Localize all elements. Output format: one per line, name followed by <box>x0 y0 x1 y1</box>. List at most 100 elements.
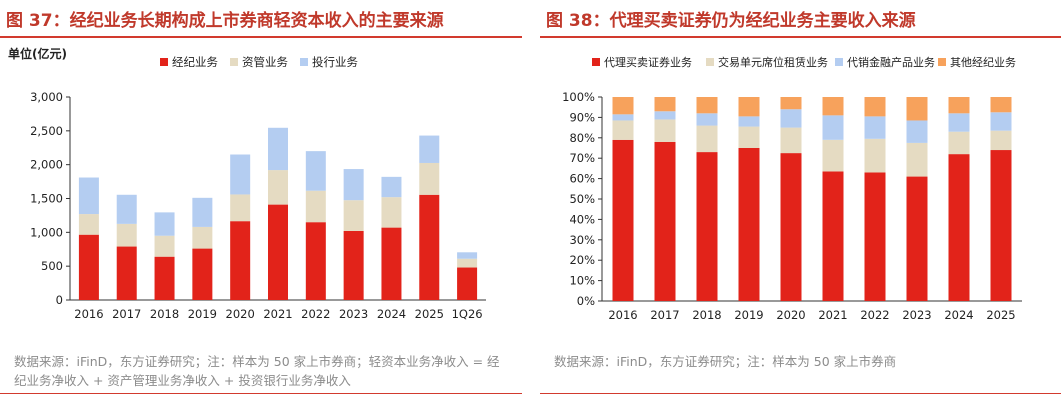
bar-series-2-2018 <box>154 212 175 236</box>
bottom-rule <box>540 393 1061 394</box>
bar-series-0-2022 <box>305 222 326 300</box>
bar-series-0-2023 <box>343 230 364 300</box>
x-tick-label: 2025 <box>986 308 1015 322</box>
legend-swatch-series-3 <box>938 58 946 66</box>
x-tick-label: 2024 <box>944 308 973 322</box>
bar-series-1-2017 <box>116 223 137 247</box>
bar-series-2-2021 <box>822 115 844 140</box>
bar-series-1-2021 <box>822 139 844 172</box>
bar-series-1-2024 <box>381 197 402 228</box>
stacked-bar-chart-mix: 代理买卖证券业务 交易单元席位租赁业务 代销金融产品业务 其他经纪业务 0% 10% 20%… <box>562 55 1022 322</box>
y-tick-label: 60% <box>569 172 595 186</box>
bar-series-2-2020 <box>230 154 251 195</box>
y-tick-label: 40% <box>569 212 595 226</box>
bar-series-0-2024 <box>948 154 970 301</box>
y-tick-label: 0 <box>56 293 63 307</box>
bar-series-0-2021 <box>268 204 288 300</box>
bar-series-3-2025 <box>990 97 1012 113</box>
bar-series-0-2020 <box>230 221 251 300</box>
x-tick-label: 2021 <box>818 308 847 322</box>
bar-series-1-2023 <box>343 200 364 231</box>
legend-swatch-series-1 <box>706 58 714 66</box>
bar-series-2-2022 <box>305 151 326 191</box>
x-tick-label: 2024 <box>377 307 406 321</box>
legend-label-series-1: 交易单元席位租赁业务 <box>718 55 828 69</box>
bar-series-2-2025 <box>990 112 1012 131</box>
bar-series-2-2024 <box>381 176 402 198</box>
bar-series-0-2018 <box>154 256 175 300</box>
bar-series-3-2022 <box>864 97 886 117</box>
y-tick-label: 20% <box>569 253 595 267</box>
bar-series-1-2025 <box>990 130 1012 151</box>
y-tick-label: 1,000 <box>30 225 63 239</box>
bar-series-2-2017 <box>116 194 137 224</box>
bar-series-0-2017 <box>116 246 137 300</box>
x-tick-label: 2022 <box>860 308 889 322</box>
x-tick-label: 2019 <box>188 307 217 321</box>
x-tick-label: 2020 <box>226 307 255 321</box>
bar-series-0-2018 <box>696 152 718 301</box>
x-tick-label: 2018 <box>692 308 721 322</box>
title-underline <box>540 36 1061 38</box>
chart-title: 图 38：代理买卖证券仍为经纪业务主要收入来源 <box>546 11 916 31</box>
bar-series-3-2023 <box>906 97 928 121</box>
bottom-rule <box>0 393 522 394</box>
y-tick-label: 90% <box>569 110 595 124</box>
chart-panel-brokerage-mix: 图 38：代理买卖证券仍为经纪业务主要收入来源 代理买卖证券业务 交易单元席位租赁… <box>540 0 1061 400</box>
bar-series-2-2019 <box>738 116 760 127</box>
bar-series-0-2024 <box>381 227 402 300</box>
bar-series-2-2023 <box>343 169 364 201</box>
bar-series-0-2019 <box>192 248 213 300</box>
bar-series-2-2016 <box>78 177 99 215</box>
bar-series-1-2024 <box>948 131 970 155</box>
legend-label-series-0: 经纪业务 <box>172 55 218 69</box>
bar-series-1-2019 <box>738 126 760 148</box>
bar-series-1-2019 <box>192 226 213 249</box>
bar-series-1-2018 <box>696 125 718 153</box>
source-note: 数据来源：iFinD，东方证券研究；注：样本为 50 家上市券商；轻资本业务净收… <box>14 354 500 388</box>
bar-series-1-2020 <box>230 194 251 222</box>
bar-series-1-2018 <box>154 235 175 257</box>
x-tick-label: 2016 <box>608 308 637 322</box>
bar-series-1-2016 <box>78 214 99 235</box>
y-axis-unit-label: 单位(亿元) <box>8 46 67 61</box>
bar-series-2-2019 <box>192 197 213 227</box>
y-tick-label: 80% <box>569 131 595 145</box>
bar-series-1-2021 <box>268 170 288 205</box>
chart-panel-brokerage-revenue: 图 37：经纪业务长期构成上市券商轻资本收入的主要来源 单位(亿元) 经纪业务 资管… <box>0 0 522 400</box>
legend-swatch-series-0 <box>160 58 168 66</box>
y-tick-label: 2,000 <box>30 158 63 172</box>
bar-series-1-2022 <box>305 190 326 223</box>
x-tick-label: 2022 <box>301 307 330 321</box>
bar-series-0-2022 <box>864 172 886 301</box>
bar-series-2-2017 <box>654 111 676 120</box>
x-tick-label: 2018 <box>150 307 179 321</box>
bar-series-2-2023 <box>906 120 928 143</box>
bar-series-2-2016 <box>612 114 634 121</box>
bar-series-3-2017 <box>654 97 676 112</box>
x-tick-label: 2017 <box>650 308 679 322</box>
bar-series-0-2021 <box>822 171 844 301</box>
chart-title: 图 37：经纪业务长期构成上市券商轻资本收入的主要来源 <box>6 11 444 31</box>
legend-label-series-2: 投行业务 <box>312 55 358 69</box>
y-tick-label: 70% <box>569 151 595 165</box>
bar-series-2-2025 <box>419 135 440 163</box>
legend-swatch-series-2 <box>835 58 843 66</box>
y-tick-label: 0% <box>577 294 595 308</box>
x-tick-label: 2017 <box>112 307 141 321</box>
bar-series-1-2025 <box>419 162 440 195</box>
y-tick-label: 3,000 <box>30 90 63 104</box>
x-tick-label: 2020 <box>776 308 805 322</box>
y-tick-label: 2,500 <box>30 124 63 138</box>
legend-label-series-1: 资管业务 <box>242 55 288 69</box>
bar-series-2-1Q26 <box>457 252 478 259</box>
bar-series-1-2022 <box>864 138 886 173</box>
bar-series-3-2020 <box>780 97 802 110</box>
legend-swatch-series-1 <box>230 58 238 66</box>
bar-series-3-2019 <box>738 97 760 117</box>
bar-series-2-2021 <box>268 127 288 171</box>
legend-swatch-series-0 <box>592 58 600 66</box>
x-tick-label: 2021 <box>263 307 292 321</box>
bar-series-0-2020 <box>780 153 802 301</box>
y-tick-label: 100% <box>562 90 595 104</box>
